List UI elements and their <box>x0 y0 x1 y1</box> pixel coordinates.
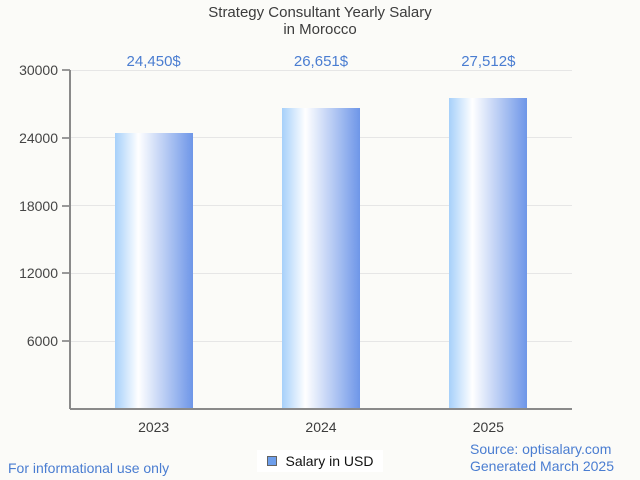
y-axis-label: 6000 <box>26 333 58 350</box>
bar-2023[interactable] <box>114 132 193 409</box>
legend: Salary in USD <box>0 450 640 472</box>
gridline <box>70 69 572 71</box>
footer-disclaimer: For informational use only <box>8 460 170 476</box>
y-axis-tick <box>62 136 70 139</box>
y-axis-label: 12000 <box>19 265 58 282</box>
x-axis-label: 2024 <box>305 419 337 435</box>
footer-attribution: Source: optisalary.com Generated March 2… <box>470 441 614 475</box>
bar-2024[interactable] <box>282 107 360 409</box>
legend-swatch-icon <box>266 456 277 466</box>
legend-item: Salary in USD <box>256 450 384 472</box>
chart-title: Strategy Consultant Yearly Salary in Mor… <box>0 4 640 38</box>
x-axis-line <box>70 408 572 410</box>
source-link[interactable]: Source: optisalary.com <box>470 441 612 457</box>
value-label: 24,450$ <box>126 53 181 70</box>
generated-date: Generated March 2025 <box>470 458 614 474</box>
y-axis-tick <box>62 272 70 275</box>
y-axis-line <box>69 70 71 409</box>
chart-title-line2: in Morocco <box>283 21 357 38</box>
y-axis-tick <box>62 204 70 207</box>
y-axis-tick <box>62 340 70 343</box>
x-axis-label: 2025 <box>472 419 504 435</box>
value-label: 27,512$ <box>461 53 516 70</box>
value-label: 26,651$ <box>293 53 349 70</box>
y-axis-label: 30000 <box>19 62 58 78</box>
y-axis-tick <box>62 69 70 71</box>
bar-2025[interactable] <box>449 98 528 409</box>
legend-label: Salary in USD <box>285 453 374 469</box>
x-axis-label: 2023 <box>138 419 170 435</box>
y-axis-label: 18000 <box>19 197 58 214</box>
y-axis-label: 24000 <box>19 129 58 146</box>
chart-title-line1: Strategy Consultant Yearly Salary <box>208 4 432 21</box>
